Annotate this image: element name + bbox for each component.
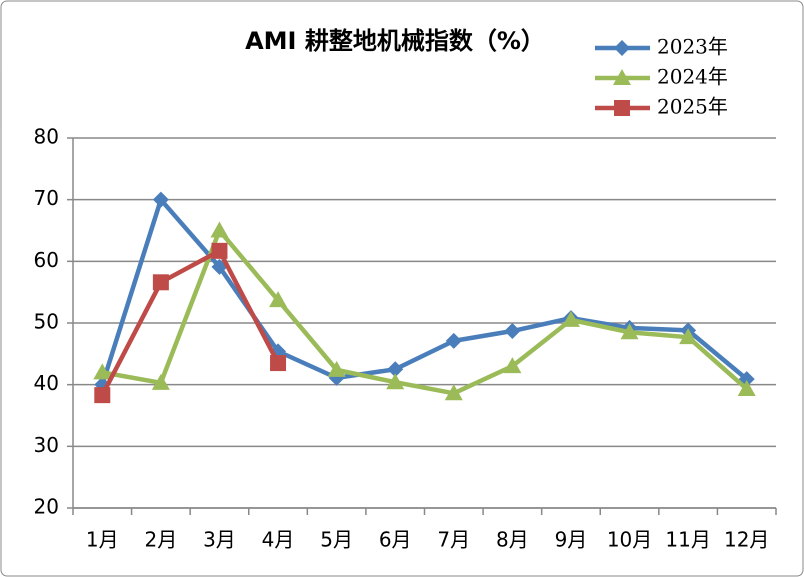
marker (561, 310, 580, 327)
y-tick-label: 60 (34, 248, 59, 272)
marker (503, 357, 522, 374)
y-tick-label: 80 (34, 125, 59, 149)
marker (613, 69, 631, 85)
marker (93, 363, 112, 380)
x-tick-label: 12月 (724, 528, 769, 552)
x-tick-label: 9月 (555, 528, 588, 552)
x-tick-label: 7月 (437, 528, 470, 552)
y-tick-label: 20 (34, 495, 59, 519)
marker (327, 360, 346, 377)
marker (679, 328, 698, 345)
marker (620, 323, 639, 340)
marker (270, 355, 287, 372)
x-tick-label: 11月 (665, 528, 710, 552)
x-tick-label: 2月 (145, 528, 178, 552)
x-tick-label: 4月 (262, 528, 295, 552)
marker (387, 361, 404, 378)
legend-label: 2024年 (657, 65, 728, 89)
marker (445, 332, 462, 349)
marker (151, 373, 170, 390)
marker (504, 323, 521, 340)
y-tick-label: 50 (34, 310, 59, 334)
series-line (100, 248, 281, 397)
x-tick-label: 6月 (379, 528, 412, 552)
legend-label: 2025年 (657, 95, 728, 119)
x-tick-label: 1月 (86, 528, 119, 552)
y-tick-label: 40 (34, 371, 59, 395)
x-tick-label: 3月 (203, 528, 236, 552)
marker (152, 191, 169, 208)
marker (614, 40, 630, 56)
x-tick-label: 5月 (320, 528, 353, 552)
marker (737, 379, 756, 396)
x-tick-label: 10月 (607, 528, 652, 552)
x-tick-label: 8月 (496, 528, 529, 552)
marker (444, 384, 463, 401)
marker (94, 387, 111, 404)
y-tick-label: 70 (34, 186, 59, 210)
marker (386, 373, 405, 390)
marker (211, 242, 228, 259)
marker (210, 221, 229, 238)
y-tick-label: 30 (34, 433, 59, 457)
marker (152, 274, 169, 291)
legend-label: 2023年 (657, 35, 728, 59)
marker (614, 100, 630, 116)
marker (269, 291, 288, 308)
chart-title: AMI 耕整地机械指数（%） (245, 27, 545, 55)
